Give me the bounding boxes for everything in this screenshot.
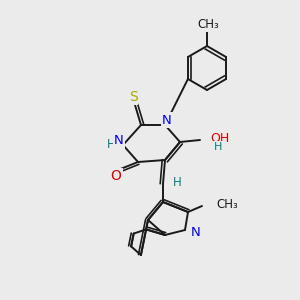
Text: H: H bbox=[106, 137, 116, 151]
Text: N: N bbox=[162, 113, 172, 127]
Text: N: N bbox=[191, 226, 201, 239]
Text: S: S bbox=[129, 90, 137, 104]
Text: O: O bbox=[111, 169, 122, 183]
Text: N: N bbox=[114, 134, 124, 148]
Text: H: H bbox=[173, 176, 182, 188]
Text: CH₃: CH₃ bbox=[197, 19, 219, 32]
Text: OH: OH bbox=[210, 131, 229, 145]
Text: CH₃: CH₃ bbox=[216, 197, 238, 211]
Text: H: H bbox=[214, 142, 222, 152]
